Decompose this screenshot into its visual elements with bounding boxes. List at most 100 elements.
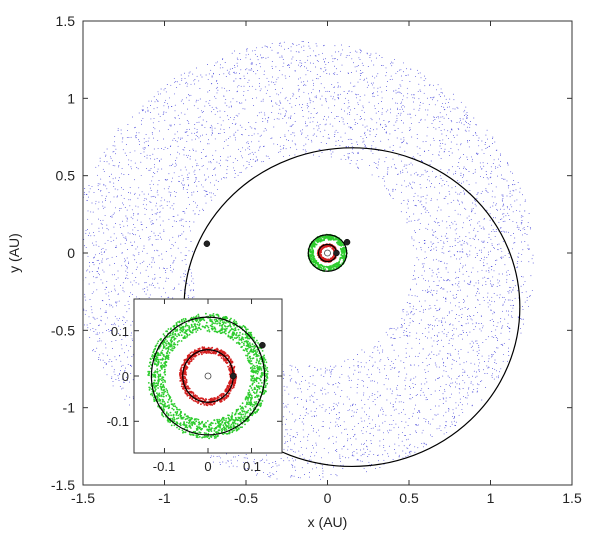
- outer-disk-particle: [114, 141, 116, 143]
- outer-disk-particle: [507, 326, 508, 327]
- outer-disk-particle: [466, 332, 468, 333]
- outer-disk-particle: [457, 350, 459, 352]
- outer-disk-particle: [217, 61, 218, 63]
- outer-disk-particle: [271, 101, 273, 103]
- outer-disk-particle: [342, 464, 344, 466]
- outer-disk-particle: [347, 375, 349, 377]
- outer-disk-particle: [376, 75, 378, 77]
- outer-disk-particle: [183, 231, 185, 233]
- outer-disk-particle: [311, 444, 313, 446]
- outer-disk-particle: [485, 171, 487, 172]
- outer-disk-particle: [305, 137, 307, 139]
- outer-disk-particle: [223, 140, 225, 142]
- outer-disk-particle: [424, 169, 426, 171]
- outer-disk-particle: [418, 365, 420, 367]
- outer-disk-particle: [436, 89, 437, 91]
- outer-disk-particle: [394, 58, 395, 60]
- outer-disk-particle: [454, 220, 456, 222]
- outer-disk-particle: [401, 440, 403, 442]
- outer-disk-particle: [206, 121, 208, 123]
- outer-disk-particle: [103, 183, 105, 185]
- outer-disk-particle: [475, 133, 477, 135]
- outer-disk-particle: [363, 394, 365, 396]
- outer-disk-particle: [103, 161, 105, 163]
- outer-disk-particle: [164, 88, 166, 89]
- outer-disk-particle: [143, 142, 145, 144]
- outer-disk-particle: [490, 309, 492, 311]
- outer-disk-particle: [499, 280, 500, 282]
- outer-disk-particle: [321, 389, 323, 391]
- outer-disk-particle: [127, 129, 129, 131]
- outer-disk-particle: [81, 282, 82, 283]
- outer-disk-particle: [437, 340, 439, 341]
- outer-disk-particle: [360, 449, 361, 451]
- outer-disk-particle: [438, 154, 440, 156]
- outer-disk-particle: [451, 421, 453, 423]
- outer-disk-particle: [375, 166, 377, 168]
- outer-disk-particle: [488, 355, 490, 357]
- outer-disk-particle: [186, 189, 188, 191]
- outer-disk-particle: [98, 259, 100, 261]
- outer-disk-particle: [143, 193, 145, 195]
- outer-disk-particle: [309, 102, 311, 104]
- outer-disk-particle: [501, 178, 503, 179]
- outer-disk-particle: [474, 363, 476, 365]
- outer-disk-particle: [159, 236, 161, 238]
- outer-disk-particle: [214, 168, 216, 170]
- outer-disk-particle: [103, 232, 105, 234]
- outer-disk-particle: [463, 280, 465, 282]
- outer-disk-particle: [318, 155, 320, 157]
- outer-disk-particle: [290, 62, 292, 64]
- outer-disk-particle: [145, 134, 147, 136]
- outer-disk-particle: [278, 118, 280, 120]
- outer-disk-particle: [434, 186, 436, 188]
- outer-disk-particle: [210, 192, 212, 194]
- outer-disk-particle: [466, 116, 468, 118]
- outer-disk-particle: [372, 435, 374, 437]
- outer-disk-particle: [426, 179, 428, 181]
- outer-disk-particle: [103, 184, 105, 186]
- outer-disk-particle: [202, 149, 204, 151]
- outer-disk-particle: [342, 468, 344, 470]
- outer-disk-particle: [384, 185, 386, 187]
- outer-disk-particle: [209, 182, 211, 184]
- outer-disk-particle: [91, 242, 93, 244]
- outer-disk-particle: [463, 362, 465, 364]
- outer-disk-particle: [258, 85, 260, 87]
- outer-disk-particle: [518, 252, 520, 254]
- outer-disk-particle: [395, 398, 397, 400]
- outer-disk-particle: [317, 78, 319, 80]
- outer-disk-particle: [430, 241, 432, 243]
- outer-disk-particle: [429, 268, 431, 270]
- outer-disk-particle: [232, 98, 234, 100]
- outer-disk-particle: [309, 376, 311, 377]
- outer-disk-particle: [459, 203, 460, 205]
- outer-disk-particle: [434, 104, 436, 106]
- outer-disk-particle: [149, 294, 151, 296]
- outer-disk-particle: [416, 332, 418, 334]
- outer-disk-particle: [453, 360, 455, 361]
- outer-disk-particle: [497, 175, 498, 177]
- outer-disk-particle: [267, 117, 269, 119]
- outer-disk-particle: [290, 50, 292, 52]
- outer-disk-particle: [491, 296, 493, 298]
- outer-disk-particle: [465, 106, 467, 108]
- outer-disk-particle: [81, 273, 82, 274]
- outer-disk-particle: [146, 154, 148, 156]
- outer-disk-particle: [322, 476, 324, 478]
- outer-disk-particle: [445, 421, 447, 423]
- outer-disk-particle: [224, 177, 226, 179]
- outer-disk-particle: [207, 143, 208, 145]
- outer-disk-particle: [102, 227, 104, 229]
- outer-disk-particle: [460, 349, 462, 351]
- outer-disk-particle: [343, 91, 345, 92]
- outer-disk-particle: [278, 42, 280, 44]
- outer-disk-particle: [384, 450, 386, 452]
- outer-disk-particle: [427, 337, 429, 339]
- outer-disk-particle: [154, 235, 156, 237]
- outer-disk-particle: [407, 313, 409, 315]
- outer-disk-particle: [252, 98, 253, 100]
- outer-disk-particle: [230, 116, 232, 118]
- outer-disk-particle: [455, 381, 456, 383]
- outer-disk-particle: [236, 91, 238, 93]
